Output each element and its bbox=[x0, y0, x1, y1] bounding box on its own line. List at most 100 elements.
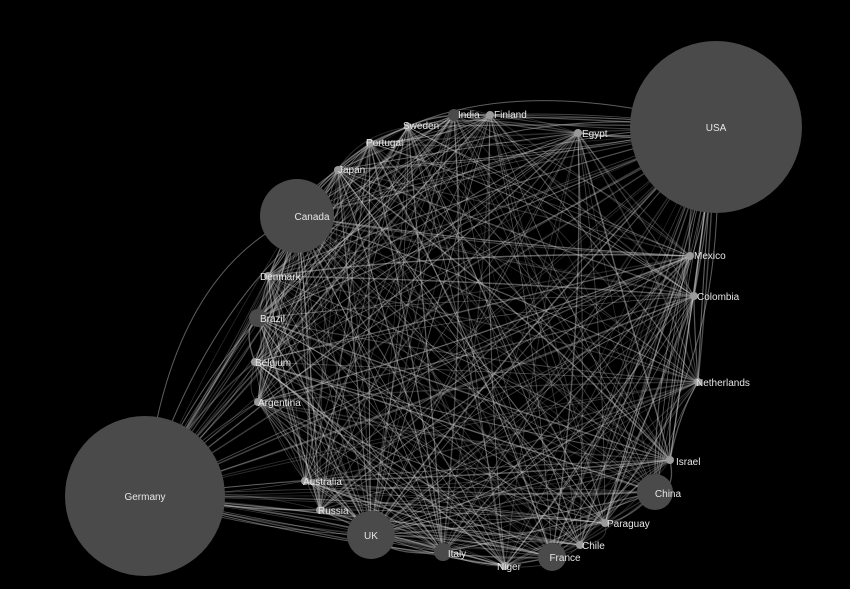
node-circle[interactable] bbox=[366, 139, 374, 147]
node-argentina[interactable]: Argentina bbox=[254, 398, 301, 409]
node-chile[interactable]: Chile bbox=[576, 541, 605, 552]
edge-china-russia bbox=[319, 491, 656, 511]
node-label: UK bbox=[364, 531, 378, 542]
node-label: Niger bbox=[497, 562, 522, 573]
edge-italy-belgium bbox=[254, 361, 444, 553]
node-circle[interactable] bbox=[347, 511, 395, 559]
node-belgium[interactable]: Belgium bbox=[251, 358, 291, 369]
edge-portugal-mexico bbox=[369, 142, 691, 257]
node-uk[interactable]: UK bbox=[347, 511, 395, 559]
edge-egypt-portugal bbox=[369, 132, 579, 146]
node-label: Russia bbox=[318, 506, 349, 517]
node-circle[interactable] bbox=[260, 179, 334, 253]
edge-japan-mexico bbox=[337, 169, 691, 257]
edge-belgium-australia bbox=[254, 361, 306, 482]
node-netherlands[interactable]: Netherlands bbox=[694, 378, 750, 389]
edge-egypt-netherlands bbox=[577, 132, 699, 383]
node-circle[interactable] bbox=[538, 543, 566, 571]
edge-brazil-netherlands bbox=[257, 317, 699, 383]
edge-uk-netherlands bbox=[370, 381, 699, 536]
node-circle[interactable] bbox=[630, 41, 802, 213]
edge-australia-colombia bbox=[304, 295, 695, 482]
node-label: Denmark bbox=[260, 272, 302, 283]
edge-china-japan bbox=[337, 169, 656, 493]
edge-canada-colombia bbox=[296, 215, 695, 297]
node-circle[interactable] bbox=[486, 111, 494, 119]
outer-arc-edge bbox=[370, 126, 717, 536]
node-label: Brazil bbox=[260, 314, 285, 325]
node-circle[interactable] bbox=[404, 123, 412, 131]
node-australia[interactable]: Australia bbox=[301, 477, 342, 488]
node-niger[interactable]: Niger bbox=[497, 562, 522, 573]
edge-argentina-niger bbox=[257, 401, 506, 567]
node-circle[interactable] bbox=[637, 474, 673, 510]
node-france[interactable]: France bbox=[538, 543, 581, 571]
edge-germany-mexico bbox=[144, 255, 691, 497]
edge-italy-argentina bbox=[257, 401, 444, 553]
edge-uk-netherlands bbox=[370, 381, 699, 536]
node-russia[interactable]: Russia bbox=[316, 506, 349, 517]
edge-france-egypt bbox=[551, 132, 580, 558]
node-finland[interactable]: Finland bbox=[486, 110, 527, 121]
node-circle[interactable] bbox=[601, 519, 609, 527]
node-colombia[interactable]: Colombia bbox=[690, 292, 740, 303]
edge-japan-israel bbox=[337, 169, 671, 461]
node-circle[interactable] bbox=[666, 456, 674, 464]
node-circle[interactable] bbox=[690, 292, 698, 300]
edge-sweden-netherlands bbox=[407, 126, 699, 383]
edge-netherlands-mexico bbox=[685, 255, 699, 383]
edge-india-egypt bbox=[453, 114, 579, 134]
edge-canada-egypt bbox=[296, 132, 579, 217]
node-portugal[interactable]: Portugal bbox=[366, 138, 403, 149]
edge-uk-paraguay bbox=[370, 522, 606, 537]
edge-uk-egypt bbox=[370, 132, 579, 536]
node-circle[interactable] bbox=[576, 541, 584, 549]
node-circle[interactable] bbox=[501, 562, 509, 570]
edge-japan-colombia bbox=[337, 169, 695, 297]
node-israel[interactable]: Israel bbox=[666, 456, 700, 468]
outer-arc-edge bbox=[144, 126, 717, 497]
node-circle[interactable] bbox=[694, 378, 702, 386]
edge-brazil-paraguay bbox=[257, 317, 606, 524]
edge-canada-france bbox=[296, 215, 553, 558]
node-china[interactable]: China bbox=[637, 474, 681, 510]
node-denmark[interactable]: Denmark bbox=[260, 272, 302, 283]
edge-finland-japan bbox=[337, 114, 491, 171]
node-paraguay[interactable]: Paraguay bbox=[601, 519, 650, 530]
edge-portugal-paraguay bbox=[369, 142, 606, 524]
node-japan[interactable]: Japan bbox=[334, 165, 365, 176]
node-circle[interactable] bbox=[254, 398, 262, 406]
node-egypt[interactable]: Egypt bbox=[574, 129, 608, 140]
node-mexico[interactable]: Mexico bbox=[686, 251, 726, 262]
edge-china-belgium bbox=[254, 361, 656, 493]
node-sweden[interactable]: Sweden bbox=[403, 121, 439, 132]
node-usa[interactable]: USA bbox=[630, 41, 802, 213]
node-circle[interactable] bbox=[301, 477, 309, 485]
edge-sweden-japan bbox=[337, 126, 409, 171]
node-india[interactable]: India bbox=[448, 109, 480, 121]
edge-italy-finland bbox=[442, 114, 491, 553]
node-canada[interactable]: Canada bbox=[260, 179, 334, 253]
node-circle[interactable] bbox=[334, 166, 342, 174]
node-circle[interactable] bbox=[448, 109, 460, 121]
node-circle[interactable] bbox=[249, 309, 267, 327]
edge-uk-paraguay bbox=[370, 518, 606, 536]
edge-uk-china bbox=[370, 491, 656, 536]
node-germany[interactable]: Germany bbox=[65, 416, 225, 576]
node-label: India bbox=[458, 110, 480, 121]
edge-uk-sweden bbox=[370, 126, 409, 536]
edge-portugal-australia bbox=[304, 142, 371, 482]
node-circle[interactable] bbox=[264, 272, 272, 280]
edge-portugal-niger bbox=[369, 142, 506, 567]
node-italy[interactable]: Italy bbox=[434, 543, 466, 561]
edge-germany-mexico bbox=[144, 255, 691, 497]
edge-italy-sweden bbox=[407, 126, 444, 553]
node-circle[interactable] bbox=[251, 358, 259, 366]
node-circle[interactable] bbox=[574, 129, 582, 137]
node-circle[interactable] bbox=[65, 416, 225, 576]
node-brazil[interactable]: Brazil bbox=[249, 309, 285, 327]
node-circle[interactable] bbox=[686, 252, 694, 260]
edge-canada-israel bbox=[296, 215, 671, 461]
node-circle[interactable] bbox=[434, 543, 452, 561]
node-circle[interactable] bbox=[316, 506, 324, 514]
